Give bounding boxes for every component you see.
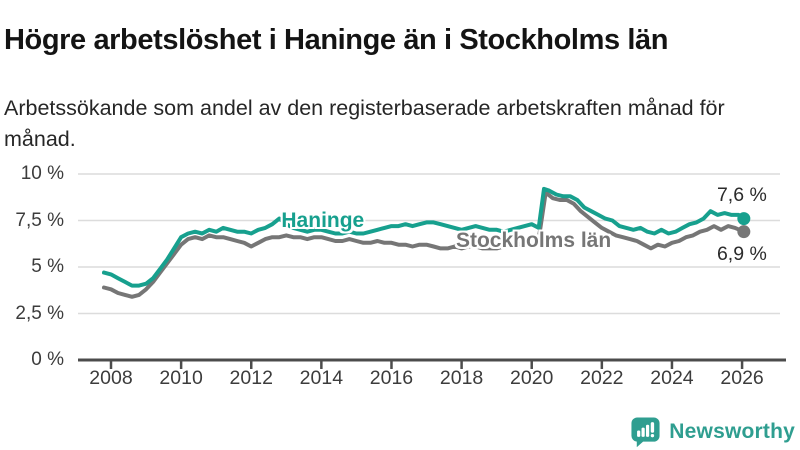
newsworthy-wordmark: Newsworthy [669, 419, 795, 443]
series-end-dot-stockholm [737, 225, 751, 239]
series-line-haninge [102, 186, 746, 288]
page-title: Högre arbetslöshet i Haninge än i Stockh… [4, 24, 669, 57]
series-end-dot-haninge [737, 212, 751, 226]
newsworthy-logo[interactable]: Newsworthy [630, 416, 795, 447]
chart-subtitle: Arbetssökande som andel av den registerb… [4, 95, 725, 151]
newsworthy-bubble-chart-icon [631, 417, 660, 447]
series-line-stockholm [102, 190, 746, 299]
